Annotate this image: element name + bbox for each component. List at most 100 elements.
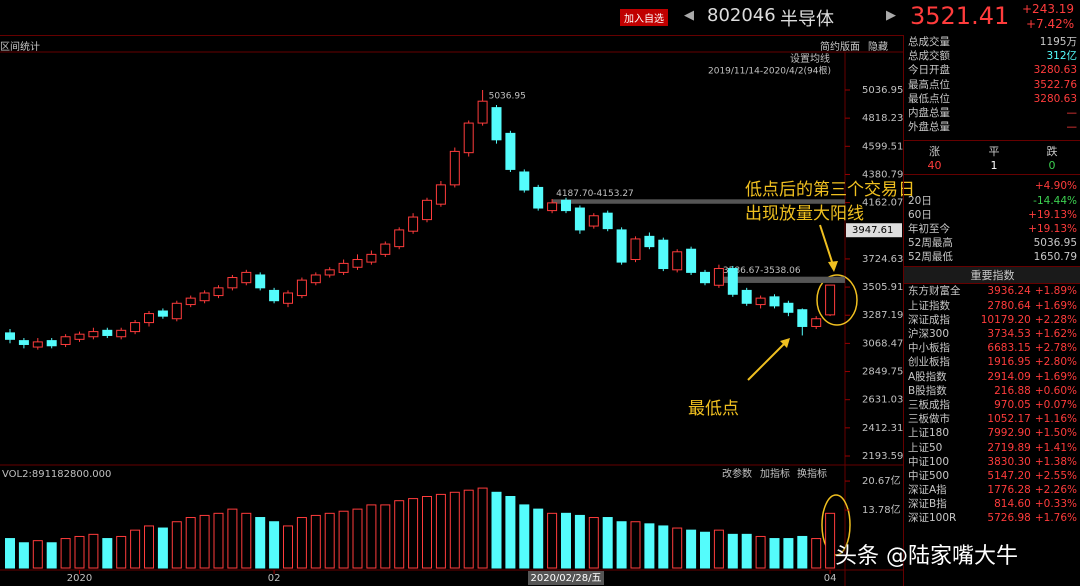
volume-bar [755, 535, 766, 569]
candle-body [825, 284, 836, 316]
candle-body [408, 216, 419, 232]
candle-body [18, 340, 29, 345]
highlight-ellipse [821, 494, 851, 556]
index-value: 3936.24 [987, 285, 1031, 298]
index-change: +1.69% [1034, 370, 1077, 383]
index-change: +1.89% [1034, 285, 1077, 298]
candle-body [5, 332, 15, 340]
index-row: 上证50 2719.89 +1.41% [904, 441, 1080, 455]
index-change: +0.07% [1034, 398, 1077, 411]
index-row: 深证100R 5726.98 +1.76% [904, 511, 1080, 525]
interval-stats[interactable]: 区间统计 [0, 42, 40, 53]
simple-layout[interactable]: 简约版面 [820, 42, 860, 53]
y-tick-label: 3505.91 [862, 282, 903, 293]
index-change: +1.76% [1034, 512, 1077, 525]
index-change: +2.28% [1034, 313, 1077, 326]
stat-value: — [1066, 106, 1078, 119]
volume-bar [658, 525, 669, 569]
volume-bar [533, 508, 544, 569]
index-row: 沪深300 3734.53 +1.62% [904, 327, 1080, 341]
candle-body [644, 235, 655, 248]
stat-row: 最高点位 3522.76 [904, 78, 1080, 92]
vol-title: VOL2:891182800.000 [2, 469, 111, 480]
volume-bar [741, 533, 752, 569]
candle-body [324, 269, 335, 276]
candle-body [310, 274, 321, 284]
index-row: 创业板指 1916.95 +2.80% [904, 355, 1080, 369]
index-row: 东方财富全A 3936.24+1.89% [904, 284, 1080, 298]
add-watch-button[interactable]: 加入自选 [620, 9, 668, 26]
prev-arrow[interactable]: ◀ [684, 8, 694, 23]
vol-button[interactable]: 换指标 [797, 467, 827, 480]
breadth-value: 0 [1048, 159, 1056, 173]
index-row: 深证A指 1776.28 +2.26% [904, 483, 1080, 497]
y-tick-label: 3068.47 [862, 338, 903, 349]
candle-body [477, 100, 488, 124]
index-row: 深证B指 814.60 +0.33% [904, 497, 1080, 511]
crosshair-x-box [528, 571, 604, 585]
candle-body [144, 313, 154, 324]
y-tick-label: 2193.59 [862, 451, 903, 462]
chart: 设置均线 2019/11/14-2020/4/2(94根) VOL2:89118… [0, 51, 903, 586]
index-value: 970.05 [994, 398, 1031, 411]
index-value: 3830.30 [987, 455, 1031, 468]
candle-body [352, 259, 363, 268]
vol-button[interactable]: 改参数 [722, 467, 752, 480]
crosshair-y-label: 3947.61 [852, 225, 893, 236]
index-value: 5726.98 [987, 512, 1031, 525]
stat-row: 内盘总量 — [904, 106, 1080, 120]
index-name: 上证指数 [908, 299, 950, 312]
return-row: 年初至今 +19.13% [904, 222, 1080, 236]
index-change: +1.62% [1034, 328, 1077, 340]
index-value: 5147.20 [987, 469, 1031, 482]
indices-title: 重要指数 [904, 266, 1080, 285]
volume-bar [616, 521, 627, 569]
vol-button[interactable]: 加指标 [760, 467, 790, 480]
ma-button[interactable]: 设置均线 [790, 52, 830, 65]
index-quote: 216.88 +0.60% [994, 384, 1077, 398]
candle-body [672, 251, 683, 271]
volume-bar [157, 527, 168, 569]
candle-body [255, 274, 266, 289]
y-tick-label: 20.67亿 [862, 474, 901, 487]
index-name: 沪深300 [908, 328, 950, 340]
index-quote: 1916.95 +2.80% [987, 355, 1077, 369]
volume-bar [74, 535, 85, 569]
volume-bar [199, 514, 210, 569]
stat-value: 3522.76 [1033, 78, 1077, 91]
index-value: 10179.20 [980, 313, 1031, 326]
volume-bar [296, 517, 307, 569]
return-value: +19.13% [1028, 222, 1077, 235]
volume-bar [630, 521, 641, 569]
candle-body [88, 331, 99, 338]
candle-body [199, 292, 210, 302]
index-row: 中小板指 6683.15 +2.78% [904, 341, 1080, 355]
candle-body [700, 271, 710, 284]
y-tick-label: 4599.51 [862, 141, 903, 152]
change-pct: +7.42% [1026, 17, 1075, 31]
index-quote: 6683.15 +2.78% [987, 341, 1077, 355]
index-name: 中小板指 [908, 342, 950, 355]
candle-body [658, 239, 669, 270]
index-row: 深证成指 10179.20 +2.28% [904, 313, 1080, 327]
volume-bar [644, 523, 655, 569]
volume-bar [435, 493, 446, 569]
index-value: 2780.64 [987, 299, 1031, 312]
candle-body [741, 289, 752, 304]
arrow [747, 341, 787, 381]
change: +243.19 [1022, 2, 1075, 16]
candle-body [727, 268, 738, 295]
return-label: 年初至今 [908, 222, 950, 235]
stat-value: 312亿 [1046, 50, 1077, 63]
hide[interactable]: 隐藏 [868, 42, 888, 53]
next-arrow[interactable]: ▶ [886, 8, 896, 23]
watermark: 头条 @陆家嘴大牛 [835, 544, 1018, 569]
volume-bar [88, 533, 99, 569]
return-label: 52周最低 [908, 251, 953, 264]
volume-bar [60, 538, 71, 569]
volume-bar [700, 531, 710, 569]
index-change: +2.55% [1034, 469, 1077, 482]
side-panel: 总成交量 1195万 总成交额 312亿 今日开盘 3280.63 最高点位 3522.76 最… [903, 35, 1080, 586]
volume-bar [324, 512, 335, 569]
x-tick-label: 02 [268, 573, 281, 584]
